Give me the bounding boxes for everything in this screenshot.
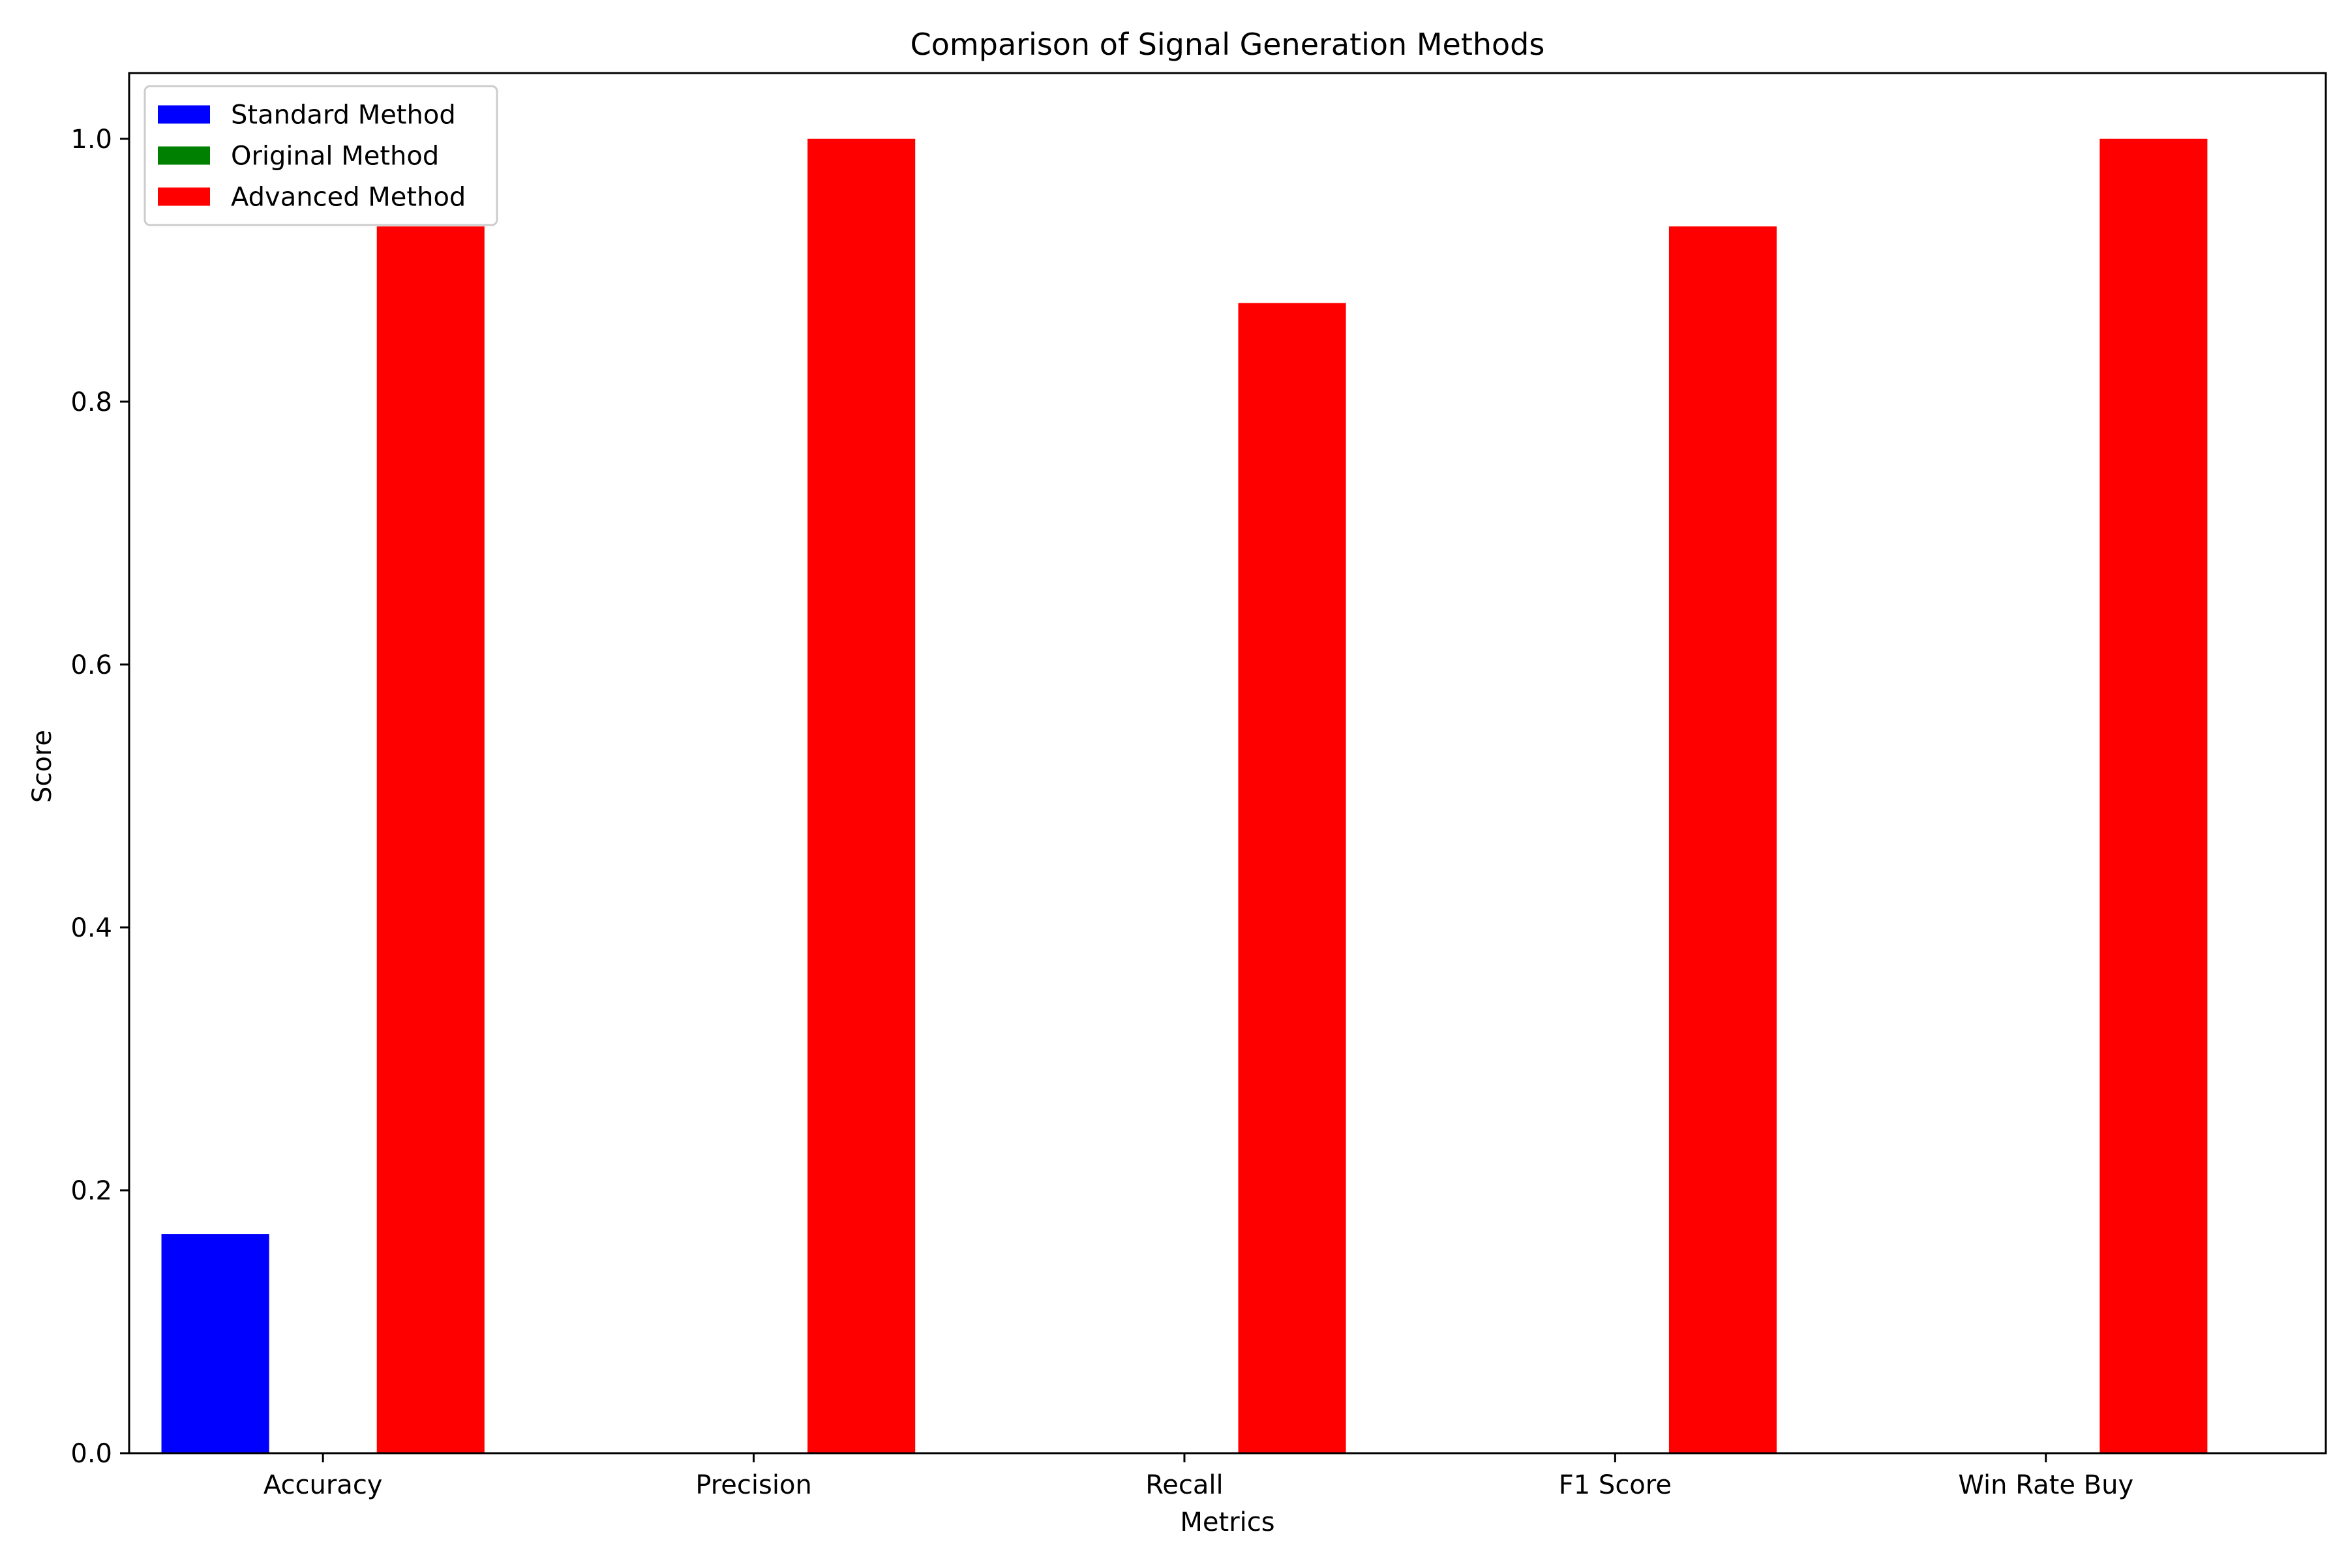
plot-area: 0.0 0.2 0.4 0.6 0.8 1.0 Accuracy Precision Recal… bbox=[70, 72, 2327, 1500]
y-axis-label: Score bbox=[27, 730, 57, 803]
legend-swatch-advanced-method bbox=[158, 187, 210, 206]
chart-title: Comparison of Signal Generation Methods bbox=[911, 27, 1545, 62]
y-tick-label: 0.4 bbox=[70, 913, 112, 943]
axes-frame bbox=[128, 72, 2327, 1455]
x-tick-label: Win Rate Buy bbox=[1958, 1470, 2133, 1500]
y-tick-label: 0.0 bbox=[70, 1439, 112, 1469]
bar-advanced-method-win-rate-buy bbox=[2100, 138, 2208, 1453]
x-tick-label: Precision bbox=[695, 1470, 811, 1500]
y-tick-label: 0.2 bbox=[70, 1176, 112, 1206]
y-tick-label: 0.8 bbox=[70, 387, 112, 417]
legend-box bbox=[143, 85, 498, 226]
bar-advanced-method-recall bbox=[1238, 303, 1346, 1454]
legend-label: Advanced Method bbox=[231, 183, 466, 213]
x-axis-label: Metrics bbox=[1180, 1507, 1274, 1537]
y-tick-label: 0.6 bbox=[70, 650, 112, 680]
legend: Standard Method Original Method Advanced M… bbox=[143, 85, 498, 226]
bar-advanced-method-f1-score bbox=[1668, 226, 1777, 1454]
legend-swatch-original-method bbox=[158, 146, 210, 165]
legend-label: Original Method bbox=[231, 142, 439, 172]
x-tick-label: Accuracy bbox=[263, 1470, 383, 1500]
bar-advanced-method-accuracy bbox=[376, 226, 485, 1454]
legend-swatch-standard-method bbox=[158, 105, 210, 124]
x-tick-label: F1 Score bbox=[1559, 1470, 1672, 1500]
bar-advanced-method-precision bbox=[807, 138, 916, 1453]
bar-standard-method-accuracy bbox=[161, 1234, 269, 1453]
x-tick-label: Recall bbox=[1145, 1470, 1223, 1500]
legend-label: Standard Method bbox=[231, 100, 456, 130]
y-tick-label: 1.0 bbox=[70, 125, 112, 155]
